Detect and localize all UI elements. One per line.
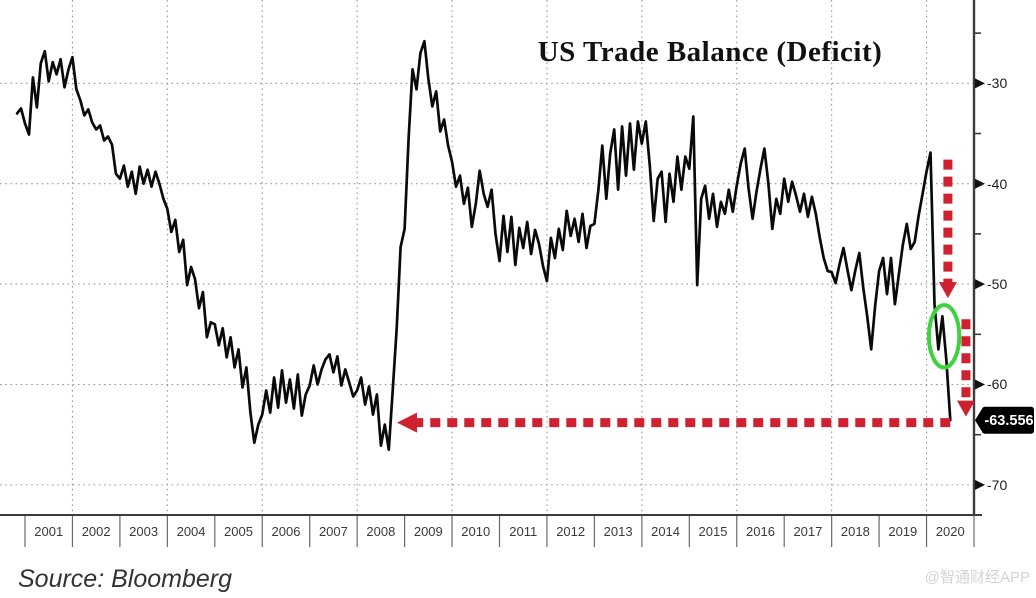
x-axis-year-label: 2017 [793, 524, 823, 539]
y-axis-tick-pointer [975, 78, 985, 89]
x-axis-year-label: 2002 [81, 524, 111, 539]
x-axis-year-label: 2003 [129, 524, 159, 539]
x-axis-year-label: 2007 [318, 524, 348, 539]
x-axis-year-label: 2018 [840, 524, 870, 539]
last-value-tag: -63.556 [984, 413, 1033, 429]
x-axis-year-label: 2012 [556, 524, 586, 539]
y-axis-tick-label: -60 [987, 376, 1008, 393]
trade-balance-line [15, 39, 952, 452]
chart-title: US Trade Balance (Deficit) [537, 36, 883, 68]
last-value-tag-notch [975, 407, 983, 434]
x-axis-year-label: 2008 [366, 524, 396, 539]
x-axis-year-label: 2001 [34, 524, 64, 539]
x-axis-year-label: 2019 [888, 524, 918, 539]
x-axis-year-label: 2010 [461, 524, 491, 539]
y-axis-tick-pointer [975, 279, 985, 290]
y-axis-tick-label: -30 [987, 75, 1008, 92]
x-axis-year-label: 2011 [509, 524, 538, 539]
y-axis-tick-label: -50 [987, 276, 1008, 293]
x-axis-year-label: 2005 [224, 524, 253, 539]
last-value-tag-box [982, 406, 1034, 434]
x-axis-year-label: 2013 [603, 524, 633, 539]
x-axis-year-label: 2004 [176, 524, 206, 539]
drop-arrow-upper-head [938, 282, 957, 299]
x-axis-year-label: 2016 [746, 524, 775, 539]
x-axis-year-label: 2015 [698, 524, 728, 539]
x-axis-year-label: 2006 [271, 524, 301, 539]
watermark: @智通财经APP [924, 569, 1030, 586]
x-axis-year-label: 2014 [651, 524, 681, 539]
y-axis-tick-label: -40 [987, 175, 1008, 192]
source-label: Source: Bloomberg [18, 565, 233, 593]
y-axis-tick-pointer [975, 479, 985, 490]
drop-arrow-lower-head [956, 400, 975, 417]
x-axis-year-label: 2009 [413, 524, 443, 539]
level-match-arrow-head [397, 412, 418, 433]
y-axis-tick-label: -70 [987, 476, 1008, 493]
y-axis-tick-pointer [975, 379, 985, 390]
y-axis-tick-pointer [975, 178, 985, 189]
x-axis-year-label: 2020 [935, 524, 965, 539]
covid-dip-ellipse [926, 303, 962, 370]
